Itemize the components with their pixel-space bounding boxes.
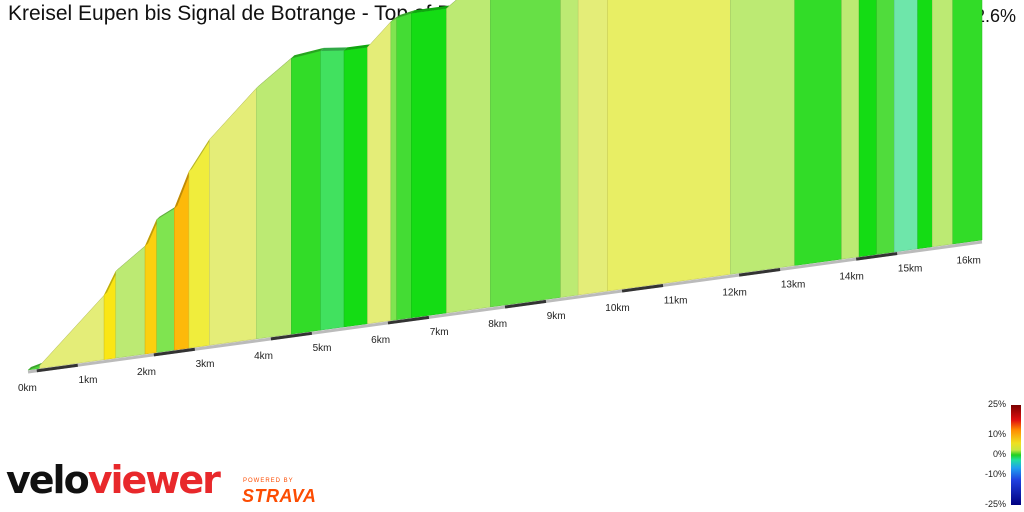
km-tick-label: 2km [137,367,156,378]
profile-segment [256,57,292,340]
scale-label-neg10: -10% [984,469,1006,479]
profile-segment [446,0,491,314]
gradient-color-scale [1011,405,1021,505]
profile-segment [367,21,392,325]
profile-segment-top [291,47,324,59]
km-band [738,268,781,277]
profile-segments [27,0,983,371]
profile-segment-top [209,85,260,140]
km-tick-label: 14km [839,271,863,282]
profile-segment [607,0,731,292]
km-tick-label: 8km [488,319,507,330]
profile-segment [411,8,447,319]
scale-label-neg25: -25% [984,499,1006,509]
profile-segment-top [320,47,348,51]
logo-viewer: viewer [87,458,221,502]
km-tick-label: 12km [722,287,746,298]
profile-segment [730,0,795,275]
km-tick-label: 11km [664,295,688,306]
profile-segment [560,0,579,298]
km-tick-label: 5km [313,343,332,354]
km-tick-label: 13km [781,279,805,290]
profile-segment-top [39,292,108,366]
profile-segment-top [145,216,160,247]
profile-segment [577,0,608,296]
profile-segment-top [367,18,394,48]
chart-title: Kreisel Eupen bis Signal de Botrange - T… [8,2,514,25]
profile-segment [174,171,190,351]
profile-segment [917,0,933,250]
scale-label-25: 25% [987,399,1006,409]
km-band [153,347,196,357]
profile-segment [876,0,895,255]
profile-segment-top [28,362,43,370]
profile-segment [291,50,321,335]
powered-by-text: POWERED BY [243,478,294,484]
veloviewer-logo: veloviewer [6,458,221,502]
km-tick-label: 9km [547,311,566,322]
profile-segment-top [344,44,371,51]
profile-segment [115,245,146,359]
profile-segment [490,0,561,308]
km-tick-label: 0km [18,383,37,394]
km-axis [27,240,983,374]
profile-segment-top [256,55,295,89]
km-band [855,252,898,261]
profile-segment-top [396,10,415,19]
km-band [387,315,430,325]
profile-segment-top [390,15,400,22]
profile-segment [390,17,397,321]
km-band [504,299,547,309]
km-tick-label: 1km [79,375,98,386]
km-tick-label: 15km [898,263,922,274]
profile-segment [893,0,918,253]
profile-segment [144,219,158,355]
profile-segment-top [188,136,213,172]
profile-segment [343,46,368,328]
scale-label-0: 0% [992,449,1006,459]
profile-segment-top [174,168,192,209]
profile-segment [320,50,345,331]
profile-segment-top [104,268,119,296]
profile-segment [156,208,175,353]
km-tick-label: 6km [371,335,390,346]
profile-segment-top [115,243,149,272]
profile-segment [841,0,860,260]
profile-segment-top [446,0,457,9]
logo-velo: velo [6,458,90,502]
profile-segment-top [156,205,178,220]
profile-segment [932,0,953,248]
scale-label-10: 10% [987,429,1006,439]
km-band [270,331,313,341]
km-band [36,363,78,373]
km-tick-label: 3km [196,359,215,370]
km-tick-label: 7km [430,327,449,338]
profile-segment [188,138,210,349]
profile-segment [396,12,412,321]
km-tick-label: 10km [605,303,629,314]
profile-segment [39,294,105,369]
profile-segment [794,0,842,266]
profile-segment-top [411,5,450,14]
profile-segment [858,0,877,258]
km-band [621,283,664,293]
km-tick-label: 4km [254,351,273,362]
profile-segment [209,87,257,346]
profile-segment [952,0,983,245]
strava-logo: STRAVA [242,486,317,506]
km-labels: 0km 1km 2km 3km 4km 5km 6km 7km 8km 9km 10km 11km 12… [18,255,981,394]
km-tick-label: 16km [956,255,980,266]
